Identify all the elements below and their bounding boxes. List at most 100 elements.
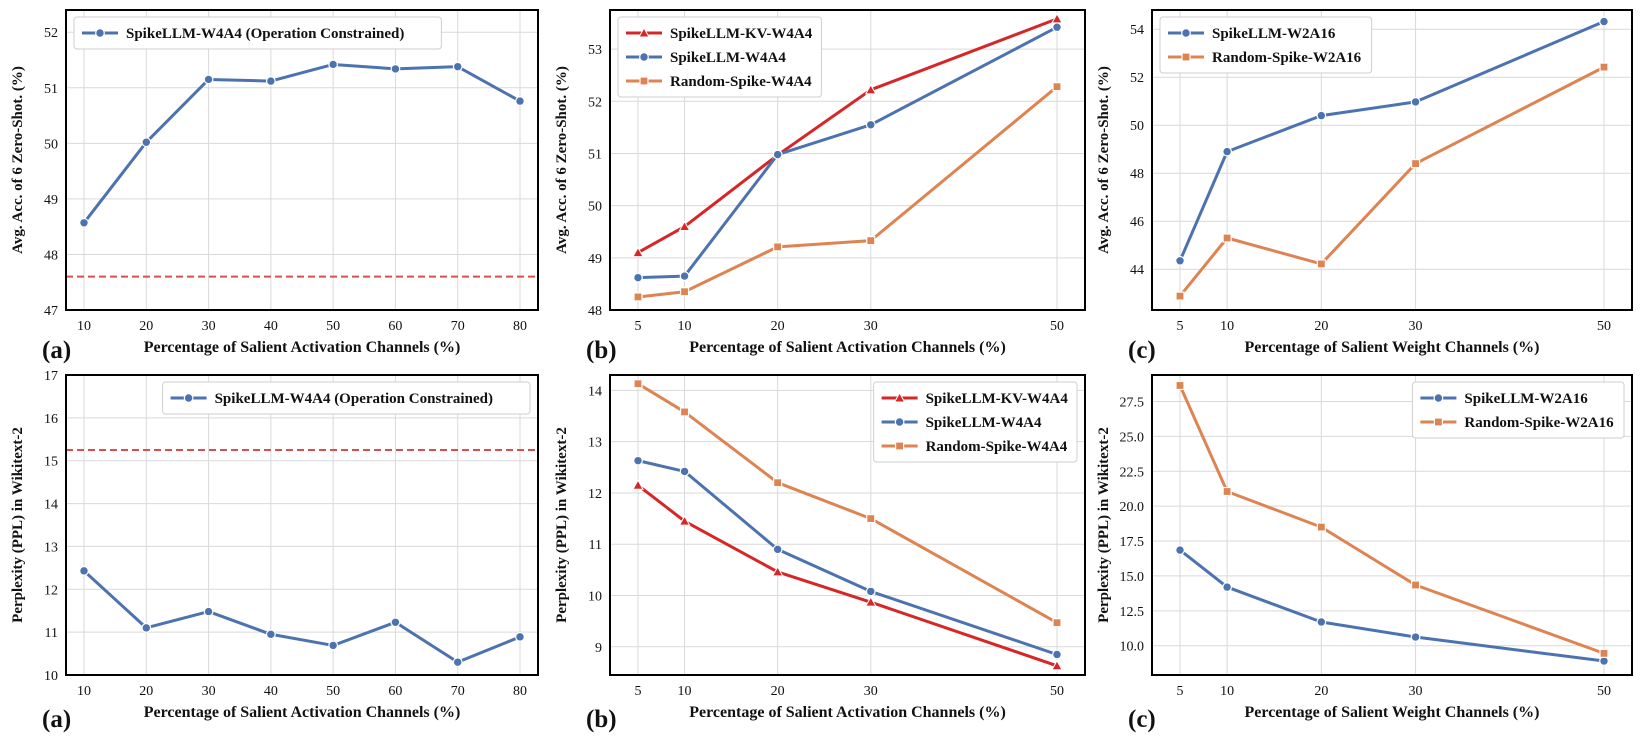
y-tick-label: 44 — [1130, 263, 1144, 278]
axes-frame — [65, 9, 539, 311]
series-SpikeLLM-W4A4 (Operation Constrained) — [79, 59, 525, 228]
data-point — [772, 544, 783, 555]
y-axis-label: Avg. Acc. of 6 Zero-Shot. (%) — [10, 66, 26, 254]
x-tick-label: 5 — [635, 684, 642, 699]
data-point — [633, 292, 643, 302]
chart-panel-2: 5 10 20 30 50 48 49 50 51 52 53 Percentage of Salie… — [554, 9, 1086, 364]
x-tick-label: 5 — [635, 319, 642, 334]
panel-label: (c) — [1128, 706, 1156, 733]
legend-marker — [639, 76, 649, 86]
data-point — [515, 96, 525, 107]
y-tick-label: 49 — [44, 193, 58, 208]
y-tick-label: 54 — [1130, 23, 1144, 38]
data-point — [1599, 16, 1609, 27]
y-tick-label: 15 — [44, 455, 58, 470]
data-point — [1222, 486, 1232, 497]
legend-entry: Random-Spike-W4A4 — [670, 74, 812, 90]
y-tick-label: 22.5 — [1120, 465, 1145, 480]
legend-marker — [95, 28, 105, 38]
data-point — [1410, 632, 1421, 642]
series-SpikeLLM-W2A16 — [1175, 545, 1609, 666]
legend-box — [73, 16, 442, 50]
data-point — [772, 149, 783, 160]
legend: SpikeLLM-KV-W4A4 SpikeLLM-W4A4 Random-Spik… — [873, 381, 1078, 463]
legend-box — [617, 16, 822, 98]
legend-marker — [639, 52, 649, 62]
data-point — [633, 379, 643, 389]
x-tick-label: 80 — [513, 684, 527, 699]
y-tick-label: 13 — [588, 436, 602, 451]
x-tick-label: 50 — [1050, 319, 1064, 334]
data-point — [265, 629, 276, 640]
x-tick-label: 50 — [1050, 684, 1064, 699]
data-point — [866, 236, 876, 246]
x-tick-label: 30 — [1409, 319, 1423, 334]
legend-entry: Random-Spike-W2A16 — [1212, 50, 1362, 66]
y-tick-label: 12.5 — [1120, 605, 1145, 620]
series-Random-Spike-W4A4 — [633, 379, 1062, 628]
x-tick-label: 60 — [388, 684, 402, 699]
y-tick-label: 15.0 — [1120, 570, 1145, 585]
legend-entry: SpikeLLM-W4A4 — [926, 415, 1042, 431]
x-tick-label: 10 — [77, 319, 91, 334]
chart-panel-5: 5 10 20 30 50 9 10 11 12 13 14 Percentage of Salien… — [554, 374, 1086, 733]
y-tick-label: 11 — [45, 626, 58, 641]
legend-entry: SpikeLLM-W4A4 (Operation Constrained) — [215, 391, 493, 407]
y-tick-label: 9 — [595, 641, 602, 656]
data-point — [678, 220, 691, 232]
x-axis-label: Percentage of Salient Activation Channel… — [689, 339, 1006, 356]
y-tick-label: 27.5 — [1120, 396, 1145, 411]
series-Random-Spike-W2A16 — [1175, 380, 1609, 658]
x-axis-label: Percentage of Salient Activation Channel… — [144, 339, 461, 356]
legend-entry: SpikeLLM-KV-W4A4 — [670, 26, 813, 42]
series-line — [637, 85, 1058, 299]
data-point — [679, 407, 690, 417]
x-tick-label: 50 — [326, 684, 340, 699]
data-point — [1052, 82, 1062, 92]
y-tick-label: 17 — [44, 369, 58, 384]
panel-label: (c) — [1128, 337, 1156, 364]
data-point — [1222, 582, 1233, 592]
data-point — [679, 271, 690, 281]
data-point — [452, 657, 463, 668]
x-tick-label: 20 — [771, 319, 785, 334]
data-point — [633, 455, 643, 466]
x-tick-label: 20 — [1314, 684, 1328, 699]
data-point — [1316, 259, 1326, 269]
data-point — [79, 217, 89, 228]
chart-panel-1: 10 20 30 40 50 60 70 80 47 48 49 50 51 52 Percentage o… — [10, 9, 539, 364]
series-line — [82, 62, 521, 224]
x-axis-label: Percentage of Salient Weight Channels (%… — [1245, 339, 1540, 356]
y-tick-label: 14 — [44, 498, 58, 513]
legend: SpikeLLM-W4A4 (Operation Constrained) — [162, 381, 531, 415]
y-tick-label: 10.0 — [1120, 640, 1145, 655]
x-axis-label: Percentage of Salient Activation Channel… — [144, 704, 461, 721]
data-point — [679, 466, 690, 477]
x-tick-label: 10 — [77, 684, 91, 699]
y-tick-label: 51 — [588, 147, 602, 162]
x-tick-label: 50 — [1597, 319, 1611, 334]
x-tick-label: 5 — [1177, 684, 1184, 699]
data-point — [1222, 233, 1232, 243]
x-tick-label: 30 — [864, 684, 878, 699]
legend-marker — [1433, 417, 1444, 427]
legend-box — [1411, 381, 1625, 439]
data-point — [1052, 22, 1062, 33]
axes-frame — [1151, 9, 1633, 311]
y-axis-label: Avg. Acc. of 6 Zero-Shot. (%) — [554, 66, 570, 254]
data-point — [328, 59, 339, 70]
series-SpikeLLM-W2A16 — [1175, 16, 1609, 266]
x-tick-label: 80 — [513, 319, 527, 334]
data-point — [771, 565, 784, 577]
x-tick-label: 30 — [864, 319, 878, 334]
y-tick-label: 50 — [1130, 119, 1144, 134]
axes-frame — [65, 374, 539, 676]
legend: SpikeLLM-KV-W4A4 SpikeLLM-W4A4 Random-Spik… — [617, 16, 822, 98]
y-tick-label: 46 — [1130, 215, 1144, 230]
y-tick-label: 50 — [44, 137, 58, 152]
y-tick-label: 10 — [44, 669, 58, 684]
data-point — [141, 137, 152, 148]
y-tick-label: 20.0 — [1120, 500, 1145, 515]
legend-entry: SpikeLLM-W2A16 — [1212, 26, 1336, 42]
series-SpikeLLM-KV-W4A4 — [632, 479, 1063, 671]
